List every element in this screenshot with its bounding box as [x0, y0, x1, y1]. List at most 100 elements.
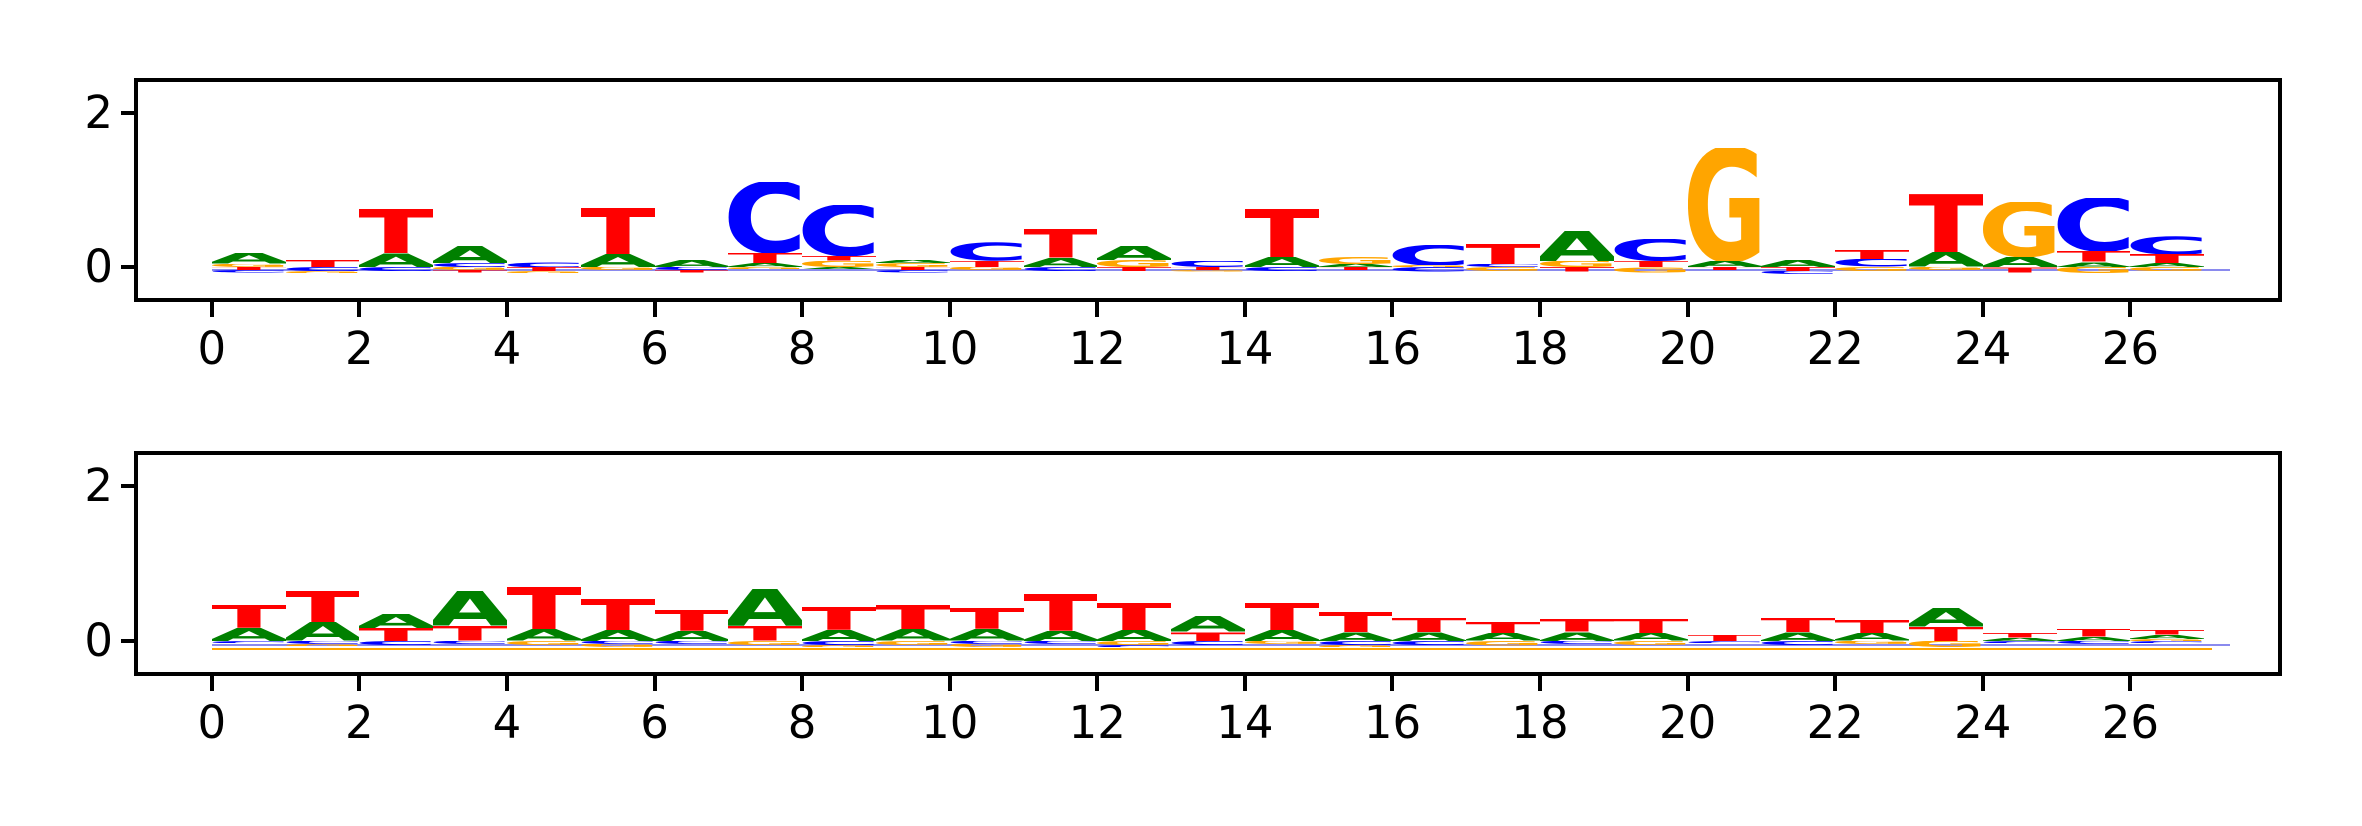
logo-letter-below-T: T — [1097, 267, 1171, 271]
logo-letter-A: A — [1245, 630, 1319, 641]
logo-letter-A: A — [728, 263, 802, 267]
svg-text:C: C — [286, 267, 360, 271]
svg-text:A: A — [212, 253, 286, 264]
logo-letter-A: A — [1097, 630, 1171, 641]
svg-text:A: A — [1540, 231, 1614, 261]
logo-letter-below-C: C — [1171, 641, 1245, 645]
svg-text:G: G — [507, 641, 581, 645]
logo-letter-A: A — [655, 631, 729, 641]
svg-text:G: G — [1245, 641, 1319, 644]
svg-text:A: A — [1909, 252, 1983, 267]
logo-letter-below-C: C — [1319, 641, 1393, 645]
svg-text:G: G — [1835, 267, 1909, 271]
logo-letter-T: T — [1835, 250, 1909, 259]
svg-text:A: A — [581, 254, 655, 267]
logo-letter-T: T — [1835, 620, 1909, 633]
logo-letter-below-G: G — [728, 641, 802, 645]
svg-text:T: T — [507, 267, 581, 271]
svg-text:T: T — [1909, 627, 1983, 641]
y-tick — [121, 484, 134, 488]
svg-text:A: A — [1540, 632, 1614, 641]
logo-panel-top: GATCTCGATCCAGTCTGATGACTATCGGTCAGATCTCGAT… — [134, 78, 2282, 302]
logo-letter-below-G: G — [1835, 267, 1909, 271]
logo-letter-below-G: G — [802, 645, 876, 647]
baseline-line — [211, 269, 2231, 272]
logo-letter-below-C: C — [581, 641, 655, 644]
logo-letter-below-C: C — [359, 641, 433, 645]
logo-letter-below-G: G — [728, 267, 802, 269]
svg-text:A: A — [655, 260, 729, 267]
x-tick-label: 14 — [1216, 322, 1274, 375]
svg-text:A: A — [802, 267, 876, 269]
logo-letter-below-G: G — [2057, 267, 2131, 273]
x-tick-label: 24 — [1954, 696, 2012, 749]
logo-letter-A: A — [433, 591, 507, 626]
logo-letter-T: T — [1466, 622, 1540, 634]
x-tick — [1685, 676, 1690, 691]
logo-letter-below-G: G — [2130, 267, 2204, 271]
logo-letter-T: T — [1024, 594, 1098, 631]
logo-letter-below-T: T — [1761, 267, 1835, 271]
svg-text:G: G — [581, 644, 655, 647]
logo-panel-bottom: ATCATCGTACTACATGATCGATCTAGATCGATGATCGATC… — [134, 451, 2282, 676]
svg-text:A: A — [359, 614, 433, 628]
x-tick — [652, 302, 657, 317]
svg-text:T: T — [2057, 629, 2131, 637]
svg-text:A: A — [1983, 257, 2057, 267]
svg-text:T: T — [1835, 620, 1909, 633]
svg-text:T: T — [507, 587, 581, 630]
svg-text:T: T — [876, 267, 950, 270]
svg-text:T: T — [728, 626, 802, 641]
logo-letter-T: T — [1171, 632, 1245, 641]
x-tick — [1980, 676, 1985, 691]
logo-letter-A: A — [581, 254, 655, 267]
svg-text:G: G — [286, 271, 360, 273]
svg-text:G: G — [581, 267, 655, 270]
svg-text:G: G — [802, 645, 876, 647]
svg-text:T: T — [212, 267, 286, 270]
logo-letter-A: A — [286, 622, 360, 641]
y-tick-label: 2 — [84, 85, 113, 139]
x-tick — [209, 676, 214, 691]
logo-letter-below-C: C — [1688, 641, 1762, 643]
x-tick — [504, 676, 509, 691]
logo-letter-below-C: C — [212, 641, 286, 643]
svg-text:T: T — [1024, 594, 1098, 631]
logo-letter-A: A — [1983, 257, 2057, 267]
svg-text:A: A — [1466, 633, 1540, 641]
svg-text:A: A — [1909, 608, 1983, 627]
logo-letter-C: C — [950, 242, 1024, 261]
svg-text:G: G — [1097, 260, 1171, 267]
svg-text:A: A — [2130, 263, 2204, 267]
logo-letter-below-G: G — [1909, 267, 1983, 270]
svg-text:C: C — [1097, 645, 1171, 647]
svg-text:T: T — [1245, 603, 1319, 630]
logo-letter-A: A — [2130, 263, 2204, 267]
svg-text:T: T — [1171, 632, 1245, 641]
logo-letter-below-C: C — [655, 267, 729, 270]
x-tick — [1538, 302, 1543, 317]
svg-text:C: C — [728, 182, 802, 253]
svg-text:C: C — [802, 641, 876, 645]
svg-text:A: A — [581, 630, 655, 641]
logo-letter-below-G: G — [507, 641, 581, 645]
logo-letter-T: T — [1097, 603, 1171, 630]
logo-letter-A: A — [728, 589, 802, 626]
svg-text:A: A — [1835, 633, 1909, 641]
svg-text:C: C — [1319, 641, 1393, 645]
svg-text:A: A — [876, 629, 950, 641]
x-tick — [357, 302, 362, 317]
svg-text:T: T — [1024, 229, 1098, 258]
logo-letter-below-C: C — [1761, 271, 1835, 274]
x-tick — [1538, 676, 1543, 691]
logo-letter-C: C — [1171, 261, 1245, 267]
svg-text:T: T — [1319, 267, 1393, 270]
svg-text:T: T — [655, 610, 729, 631]
svg-text:T: T — [655, 270, 729, 272]
svg-text:A: A — [507, 629, 581, 641]
logo-letter-T: T — [359, 209, 433, 253]
logo-letter-below-G: G — [1245, 641, 1319, 644]
logo-letter-G: G — [1097, 260, 1171, 267]
logo-letter-A: A — [1909, 608, 1983, 627]
x-tick — [1833, 676, 1838, 691]
